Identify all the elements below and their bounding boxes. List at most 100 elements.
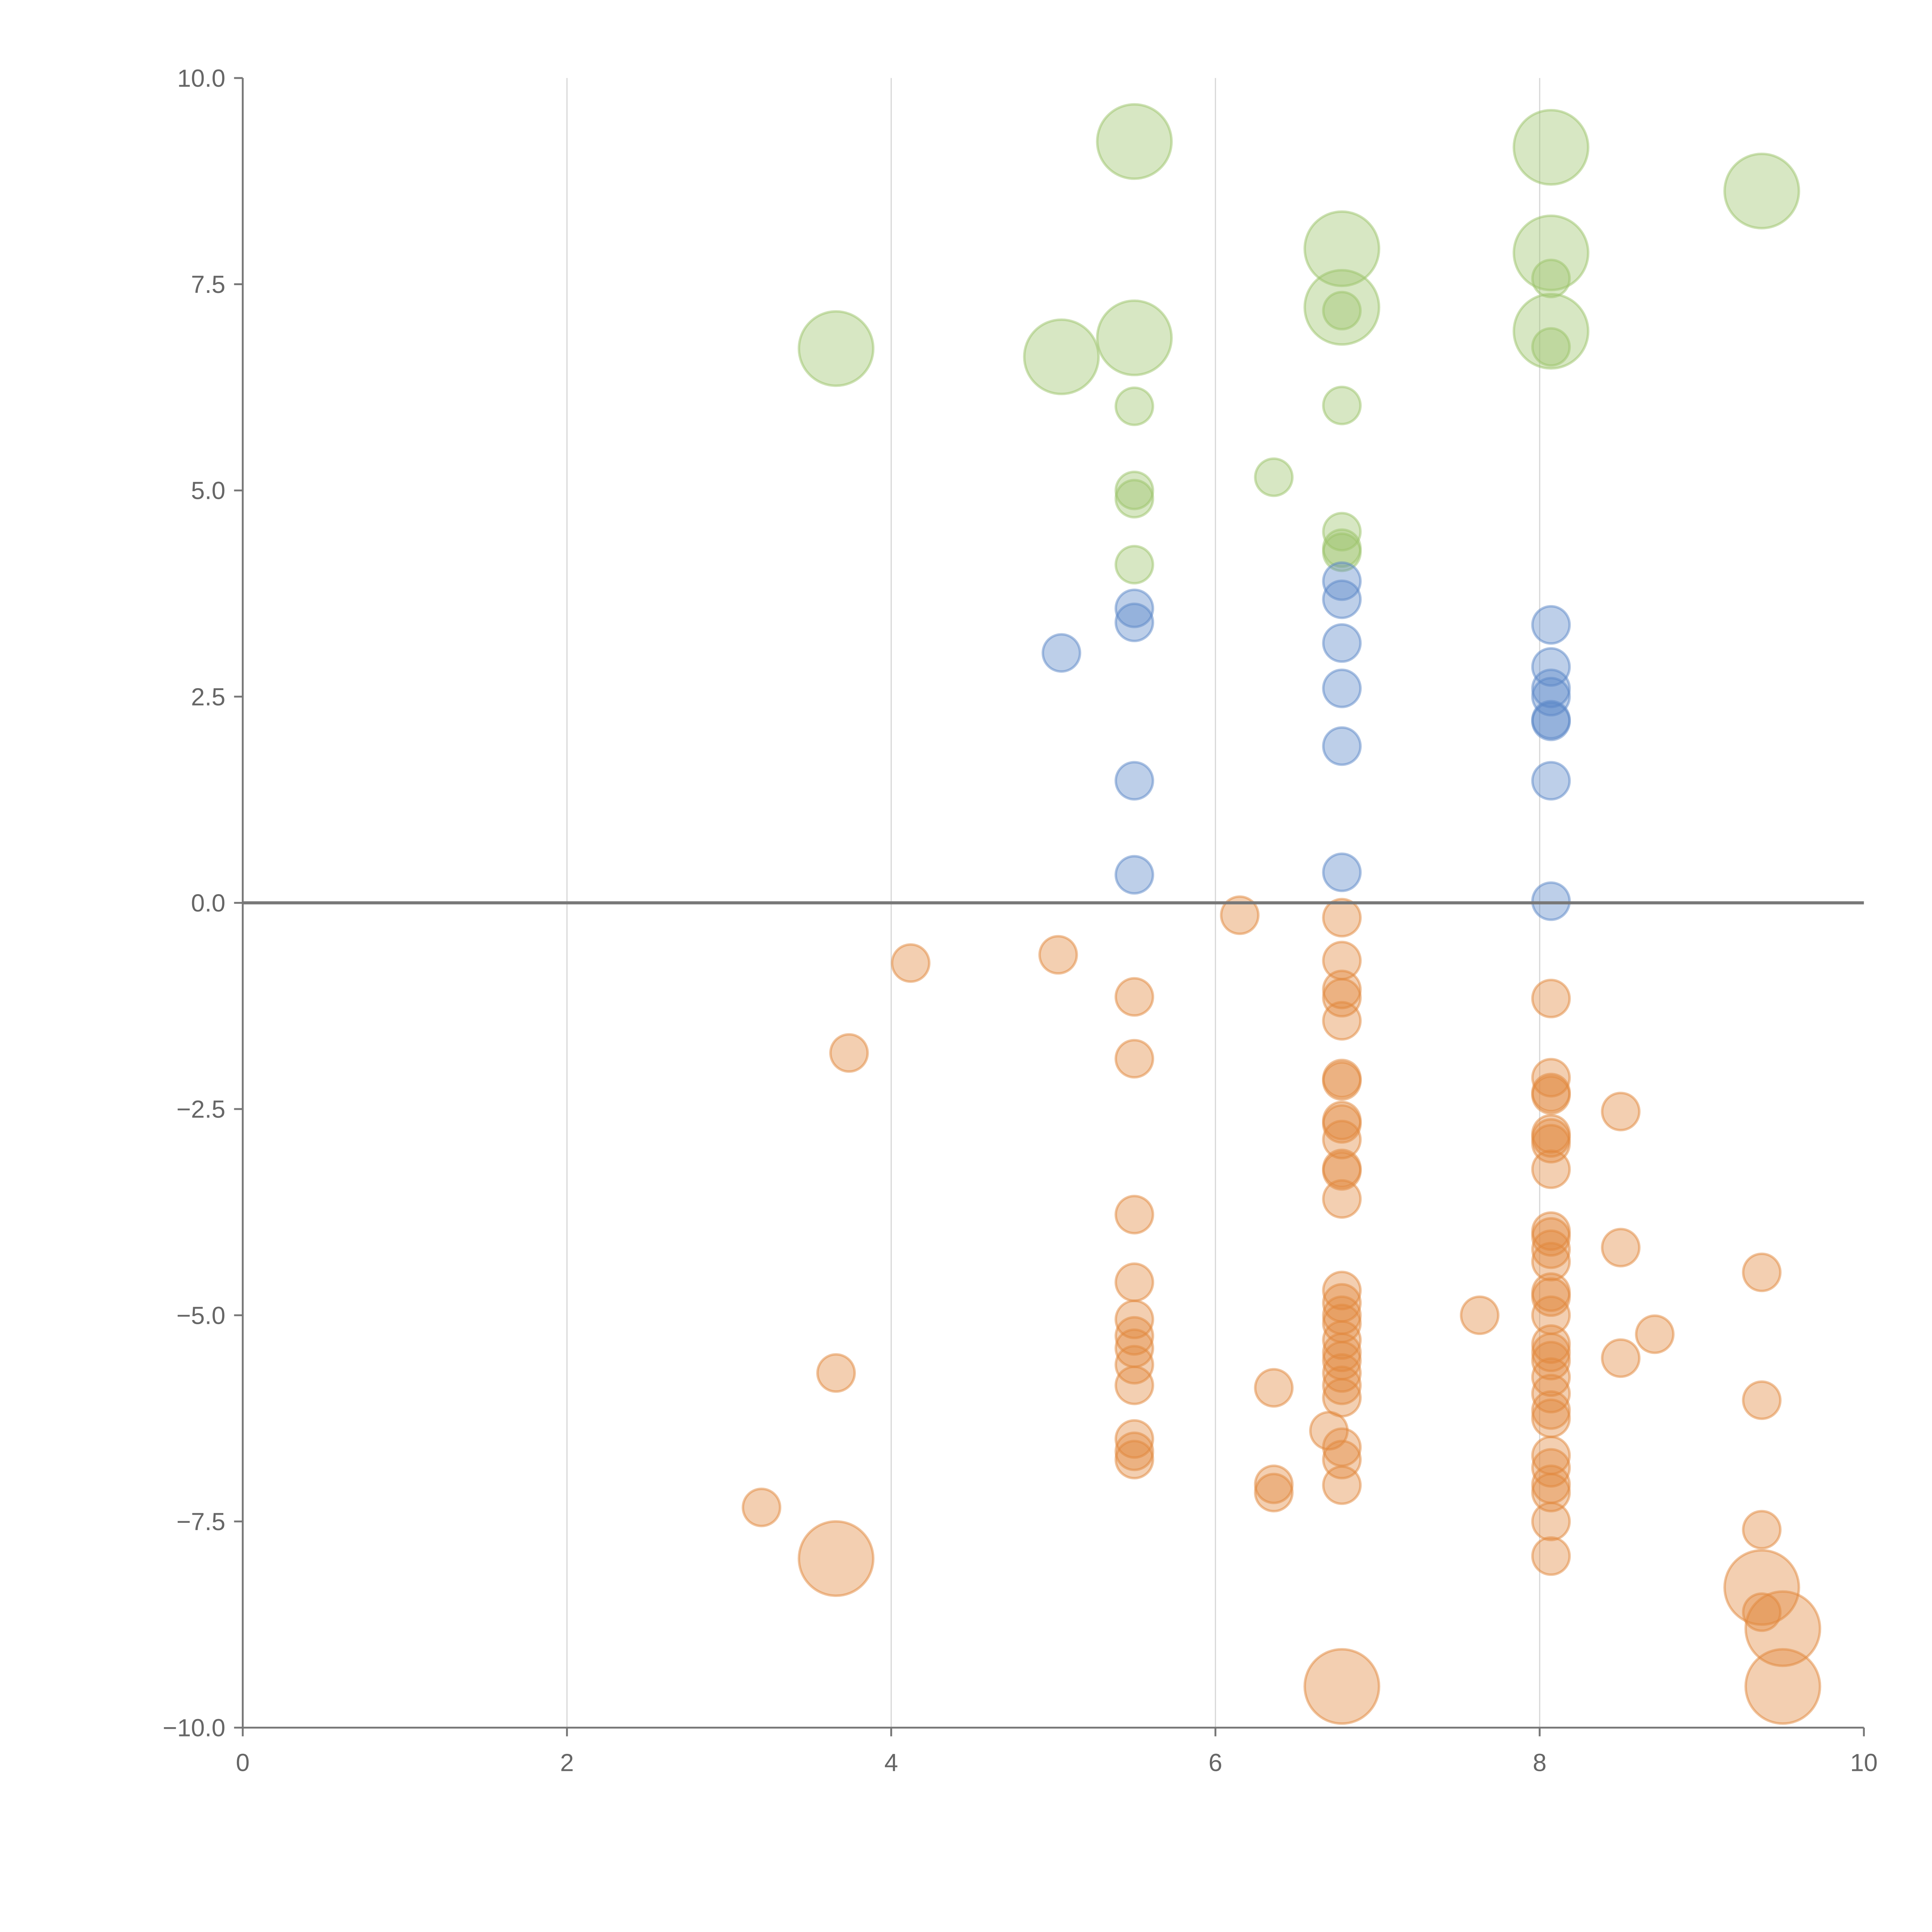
data-point-green-small [1254, 457, 1294, 497]
data-point-orange-small [1322, 898, 1362, 938]
data-point-orange-small [1531, 978, 1571, 1019]
data-points [742, 103, 1821, 1725]
data-point-green-small [1322, 532, 1362, 572]
data-point-orange-small [1322, 1104, 1362, 1144]
data-point-orange-small [1601, 1338, 1641, 1378]
data-point-orange-small [1531, 1324, 1571, 1364]
data-point-orange-small [1322, 1332, 1362, 1372]
data-point-orange-small [1322, 1001, 1362, 1041]
data-point-orange-small [1114, 1419, 1155, 1459]
data-point-orange-large [798, 1520, 875, 1597]
data-point-blue [1114, 588, 1155, 628]
data-point-green-small [1114, 479, 1155, 519]
data-point-orange-small [1114, 1039, 1155, 1079]
y-tick-label: 10.0 [177, 64, 226, 92]
data-point-orange-large [1744, 1590, 1821, 1667]
data-point-orange-small [1742, 1592, 1782, 1632]
y-tick-label: −7.5 [177, 1508, 226, 1536]
data-point-orange-small [1322, 1061, 1362, 1101]
data-point-orange-small [1531, 1357, 1571, 1397]
data-point-orange-small [1531, 1536, 1571, 1576]
data-point-orange-small [1322, 978, 1362, 1018]
data-point-green-large [1303, 269, 1381, 346]
data-point-blue [1322, 623, 1362, 663]
data-point-orange-small [1114, 1195, 1155, 1235]
y-tick-label: 5.0 [191, 477, 225, 505]
data-point-orange-small [816, 1353, 856, 1393]
data-point-orange-small [1742, 1510, 1782, 1550]
data-point-orange-small [1531, 1390, 1571, 1430]
data-point-blue [1114, 855, 1155, 895]
data-point-blue [1322, 579, 1362, 619]
data-point-orange-small [1531, 1398, 1571, 1438]
x-tick-label: 2 [560, 1748, 574, 1776]
data-point-orange-small [1531, 1242, 1571, 1282]
data-point-orange-small [1742, 1252, 1782, 1293]
data-point-orange-small [1531, 1149, 1571, 1189]
data-point-green-large [1512, 109, 1590, 186]
data-point-blue [1531, 701, 1571, 742]
data-point-orange-small [1322, 1465, 1362, 1505]
data-point-orange-small [1322, 969, 1362, 1009]
data-point-orange-small [1322, 1119, 1362, 1160]
data-point-green-large [1303, 210, 1381, 287]
data-point-orange-small [1322, 1378, 1362, 1418]
data-point-orange-small [1531, 1075, 1571, 1115]
x-tick-label: 6 [1209, 1748, 1223, 1776]
data-point-blue [1531, 881, 1571, 921]
data-point-green-small [1114, 545, 1155, 585]
data-point-green-large [1512, 214, 1590, 291]
data-point-blue [1322, 726, 1362, 766]
data-point-orange-small [1114, 1431, 1155, 1471]
data-point-orange-large [1744, 1648, 1821, 1725]
data-point-green-large [1023, 318, 1100, 395]
x-tick-label: 8 [1533, 1748, 1547, 1776]
data-point-orange-small [1254, 1464, 1294, 1504]
data-point-orange-small [1601, 1228, 1641, 1268]
data-point-orange-large [1303, 1648, 1381, 1725]
data-point-blue [1531, 647, 1571, 687]
data-point-green-small [1531, 327, 1571, 367]
data-point-green-small [1322, 386, 1362, 425]
data-point-orange-small [742, 1487, 782, 1527]
data-point-blue [1114, 602, 1155, 643]
data-point-orange-small [1114, 1299, 1155, 1339]
data-point-orange-small [1114, 977, 1155, 1017]
data-point-orange-small [1114, 1366, 1155, 1405]
data-point-orange-small [1742, 1380, 1782, 1420]
data-point-orange-small [1220, 895, 1260, 935]
data-point-orange-small [1322, 1151, 1362, 1191]
data-point-orange-small [1531, 1473, 1571, 1513]
data-point-orange-small [1531, 1340, 1571, 1381]
data-point-orange-small [829, 1033, 869, 1073]
data-point-blue [1322, 668, 1362, 708]
data-point-green-small [1114, 386, 1155, 426]
data-point-orange-small [1114, 1262, 1155, 1302]
data-point-green-large [798, 310, 875, 387]
y-tick-label: 2.5 [191, 683, 225, 711]
data-point-blue [1531, 761, 1571, 801]
data-point-orange-small [1114, 1440, 1155, 1480]
data-point-blue [1114, 761, 1155, 801]
data-point-orange-small [1322, 1366, 1362, 1405]
x-tick-label: 0 [236, 1748, 250, 1776]
data-point-orange-large [1723, 1549, 1800, 1626]
data-point-green-large [1096, 299, 1173, 376]
data-point-green-large [1723, 153, 1800, 230]
data-point-orange-small [1635, 1314, 1675, 1354]
data-point-orange-small [1038, 935, 1078, 975]
data-point-green-small [1322, 291, 1362, 331]
data-point-orange-small [1460, 1295, 1500, 1335]
data-point-orange-small [1322, 1320, 1362, 1360]
data-point-blue [1531, 605, 1571, 645]
y-tick-label: −10.0 [163, 1714, 225, 1742]
data-point-orange-small [1531, 1058, 1571, 1098]
x-tick-label: 4 [884, 1748, 898, 1776]
data-point-orange-small [1601, 1092, 1641, 1131]
data-point-blue [1531, 668, 1571, 708]
data-point-green-small [1322, 512, 1362, 552]
data-point-orange-small [1254, 1368, 1294, 1408]
data-point-orange-small [1322, 1179, 1362, 1219]
data-point-orange-small [1531, 1229, 1571, 1269]
